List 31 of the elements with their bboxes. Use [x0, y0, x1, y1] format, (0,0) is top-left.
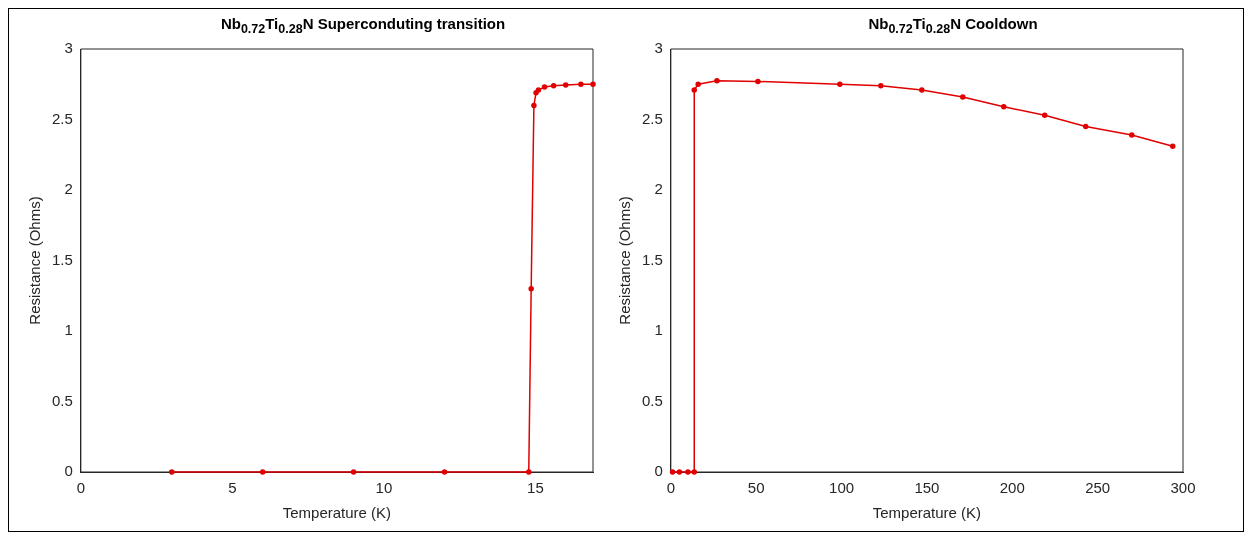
x-tick-label: 50: [747, 479, 765, 497]
y-tick-label: 1: [654, 321, 663, 339]
y-tick-label: 2: [654, 180, 663, 198]
y-tick-label: 0.5: [641, 391, 663, 409]
chart-title: Nb$_{0.72}$Ti$_{0.28}$N Cooldown: [867, 15, 1039, 37]
y-tick-label: 1: [64, 321, 73, 339]
y-tick-label: 2.5: [51, 109, 73, 127]
x-tick-label: 300: [1170, 479, 1196, 497]
x-tick-label: 10: [375, 479, 393, 497]
y-tick-label: 0: [654, 462, 663, 480]
y-tick-label: 2: [64, 180, 73, 198]
x-tick-label: 100: [829, 479, 855, 497]
y-tick-label: 1.5: [51, 250, 73, 268]
y-tick-label: 3: [64, 39, 73, 57]
y-axis-title: Resistance (Ohms): [616, 196, 634, 325]
x-tick-label: 0: [666, 479, 676, 497]
x-tick-label: 5: [228, 479, 237, 497]
x-tick-label: 150: [914, 479, 940, 497]
y-tick-label: 2.5: [641, 109, 663, 127]
y-tick-label: 3: [654, 39, 663, 57]
x-axis-title: Temperature (K): [282, 504, 392, 522]
y-tick-label: 0: [64, 462, 73, 480]
x-tick-label: 250: [1085, 479, 1111, 497]
x-tick-label: 0: [76, 479, 86, 497]
y-tick-label: 0.5: [51, 391, 73, 409]
y-axis-title: Resistance (Ohms): [26, 196, 44, 325]
x-tick-label: 200: [999, 479, 1025, 497]
chart-title: Nb$_{0.72}$Ti$_{0.28}$N Superconduting transition: [219, 15, 507, 37]
x-axis-title: Temperature (K): [872, 504, 982, 522]
x-tick-label: 15: [527, 479, 544, 497]
y-tick-label: 1.5: [641, 250, 663, 268]
